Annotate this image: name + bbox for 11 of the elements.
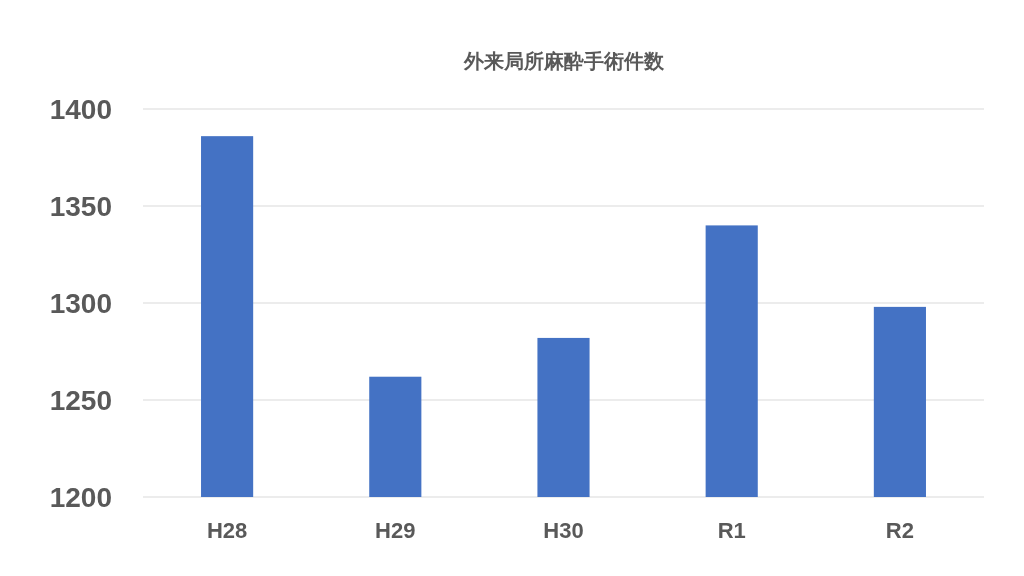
x-tick-label: H30 — [543, 517, 584, 543]
y-tick-label: 1400 — [49, 93, 112, 125]
y-tick-label: 1250 — [49, 384, 112, 416]
y-tick-label: 1300 — [49, 287, 112, 319]
x-tick-label: R1 — [717, 517, 746, 543]
x-tick-label: H29 — [375, 517, 416, 543]
x-tick-label: R2 — [885, 517, 914, 543]
y-tick-label: 1200 — [49, 481, 112, 513]
chart-title: 外来局所麻酔手術件数 — [462, 49, 665, 73]
y-tick-label: 1350 — [49, 190, 112, 222]
x-tick-label: H28 — [206, 517, 248, 543]
